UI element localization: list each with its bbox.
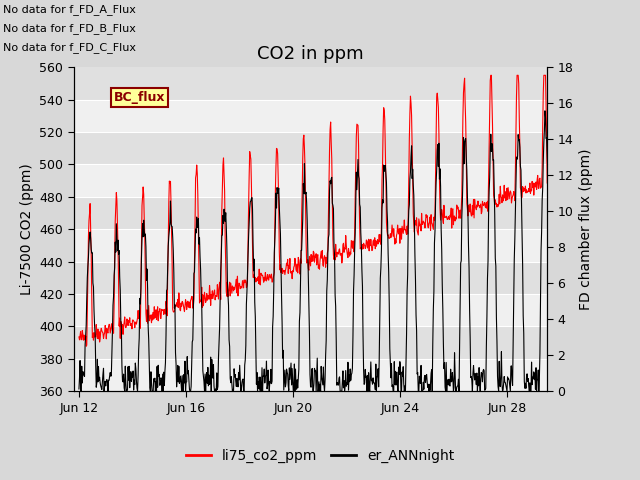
Title: CO2 in ppm: CO2 in ppm xyxy=(257,45,364,63)
Bar xyxy=(74,326,547,359)
Bar xyxy=(74,359,547,391)
Y-axis label: Li-7500 CO2 (ppm): Li-7500 CO2 (ppm) xyxy=(20,163,34,295)
Bar xyxy=(74,294,547,326)
Text: No data for f_FD_A_Flux: No data for f_FD_A_Flux xyxy=(3,4,136,15)
Bar xyxy=(74,197,547,229)
Y-axis label: FD chamber flux (ppm): FD chamber flux (ppm) xyxy=(579,148,593,310)
Legend: li75_co2_ppm, er_ANNnight: li75_co2_ppm, er_ANNnight xyxy=(180,443,460,468)
Bar xyxy=(74,132,547,164)
Text: BC_flux: BC_flux xyxy=(114,91,165,104)
Bar xyxy=(74,262,547,294)
Bar xyxy=(74,99,547,132)
Bar xyxy=(74,67,547,99)
Bar xyxy=(74,164,547,197)
Text: No data for f_FD_C_Flux: No data for f_FD_C_Flux xyxy=(3,42,136,53)
Bar xyxy=(74,229,547,262)
Text: No data for f_FD_B_Flux: No data for f_FD_B_Flux xyxy=(3,23,136,34)
